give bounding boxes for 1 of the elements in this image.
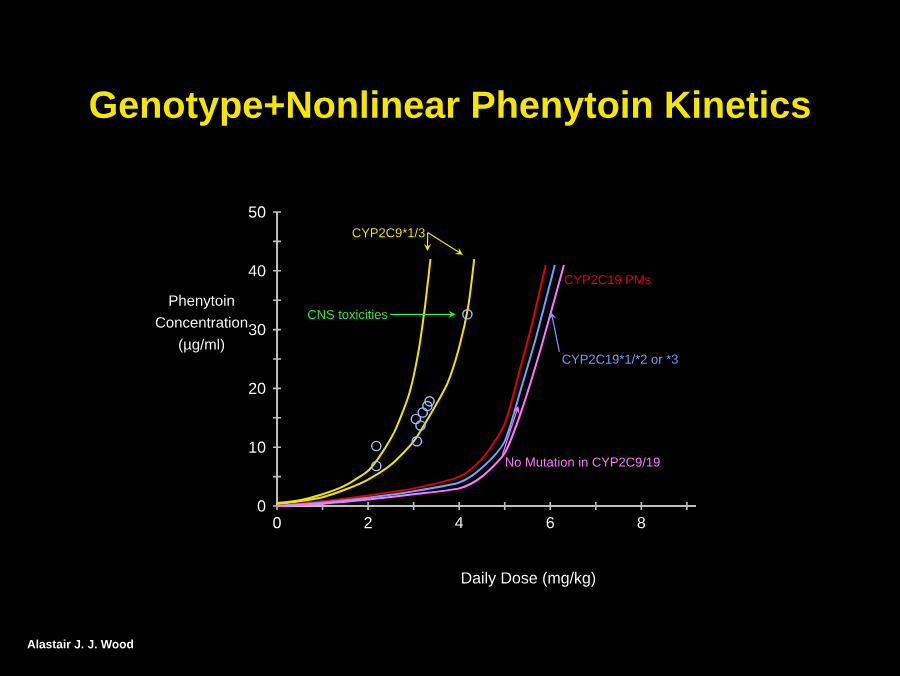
chart-title: Genotype+Nonlinear Phenytoin Kinetics	[90, 90, 810, 126]
